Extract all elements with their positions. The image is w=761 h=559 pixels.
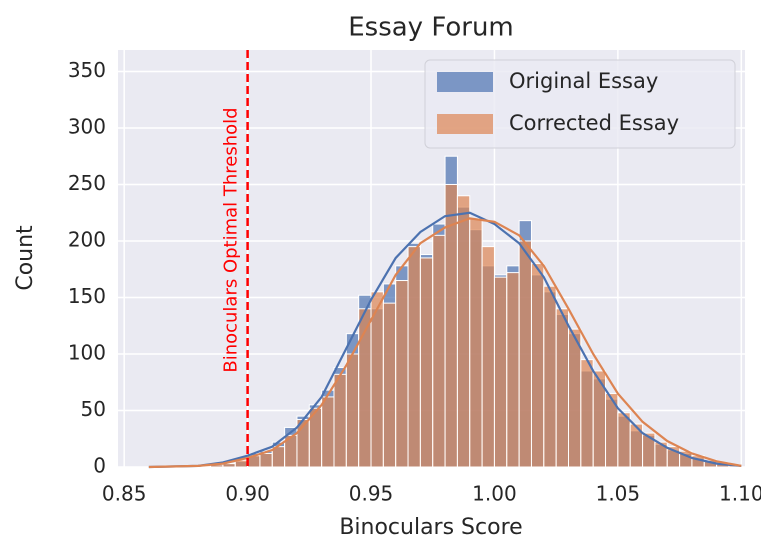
bar	[518, 240, 532, 468]
bar	[543, 285, 557, 468]
bar	[419, 257, 434, 468]
y-tick-label: 150	[68, 284, 106, 308]
bar	[481, 246, 495, 468]
bar	[345, 353, 360, 468]
bar	[493, 276, 508, 468]
y-tick-label: 50	[81, 397, 106, 421]
bar	[617, 412, 631, 468]
chart-title: Essay Forum	[348, 13, 514, 43]
bar	[506, 272, 520, 468]
bar	[469, 217, 483, 468]
bar	[395, 280, 409, 468]
y-tick-label: 350	[68, 58, 106, 82]
x-axis-label: Binoculars Score	[339, 515, 522, 540]
x-tick-label: 1.00	[472, 482, 517, 506]
y-tick-label: 0	[93, 454, 106, 478]
x-tick-label: 0.85	[102, 482, 147, 506]
threshold-label: Binoculars Optimal Threshold	[221, 107, 242, 372]
bar	[333, 373, 347, 468]
legend-label: Original Essay	[509, 69, 658, 93]
bar	[456, 195, 471, 468]
bar	[432, 234, 446, 468]
y-tick-label: 250	[68, 171, 106, 195]
x-tick-label: 0.90	[225, 482, 270, 506]
y-tick-label: 200	[68, 227, 106, 251]
y-axis-label: Count	[13, 225, 38, 291]
kde-line	[148, 217, 742, 469]
x-tick-label: 0.95	[349, 482, 394, 506]
bar	[259, 452, 273, 468]
bar	[530, 263, 545, 468]
y-tick-label: 300	[68, 114, 106, 138]
legend-label: Corrected Essay	[509, 111, 679, 135]
bar	[407, 246, 421, 468]
legend-swatch	[437, 114, 493, 134]
kde-line	[148, 211, 742, 469]
legend-swatch	[437, 72, 493, 92]
y-tick-label: 100	[68, 340, 106, 364]
bar	[382, 302, 397, 468]
bar	[555, 308, 570, 468]
x-tick-label: 1.05	[596, 482, 641, 506]
bar	[580, 359, 594, 468]
bar	[568, 328, 582, 468]
legend-box	[424, 59, 736, 149]
bar	[321, 396, 335, 468]
x-tick-label: 1.10	[719, 482, 761, 506]
